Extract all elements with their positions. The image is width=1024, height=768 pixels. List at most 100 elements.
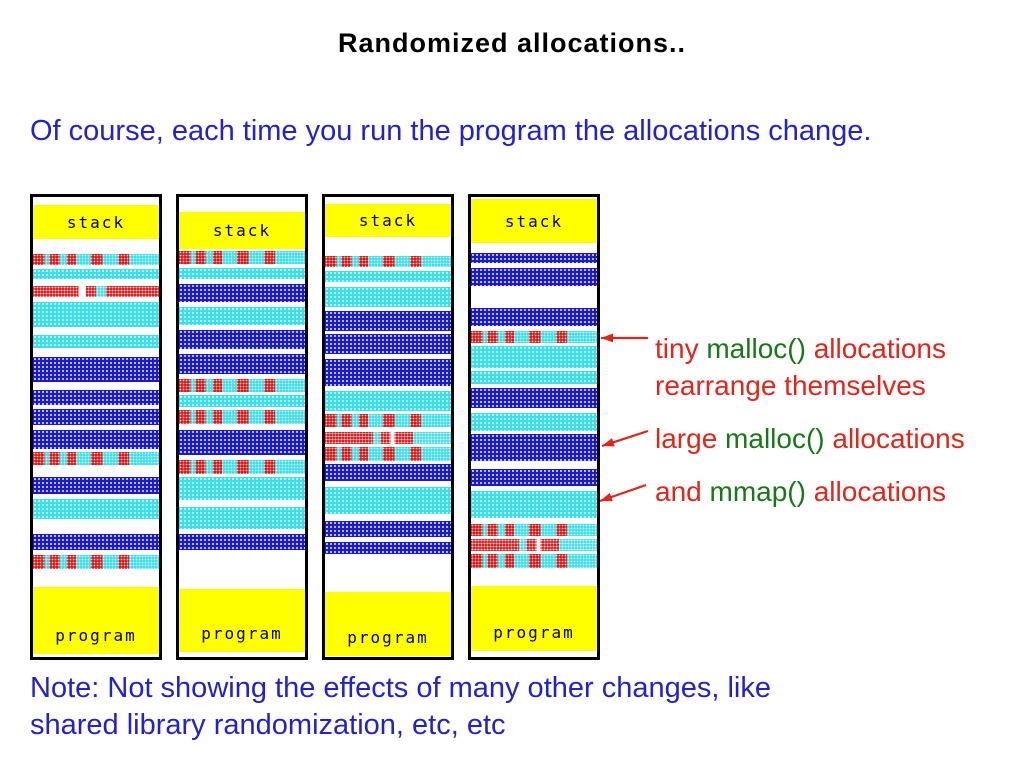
footnote-line2: shared library randomization, etc, etc: [30, 709, 506, 741]
band-tiny: [325, 447, 451, 461]
band-cyan: [471, 371, 597, 384]
band-white: [33, 405, 159, 409]
band-redcheck: [471, 539, 597, 551]
annotation-arrows: [599, 333, 649, 503]
band-blue: [179, 284, 305, 302]
band-blue: [471, 388, 597, 408]
band-white: [179, 279, 305, 284]
band-blue: [179, 534, 305, 550]
band-program: program: [179, 589, 305, 652]
annotation-text: allocations: [805, 476, 947, 507]
band-blue: [179, 354, 305, 374]
band-white: [325, 444, 451, 447]
program-label: program: [347, 628, 429, 647]
band-tiny: [33, 555, 159, 569]
band-white: [471, 536, 597, 539]
band-blue: [325, 464, 451, 481]
stack-label: stack: [66, 212, 126, 232]
stack-label: stack: [358, 211, 418, 230]
annotation-line: and mmap() allocations: [655, 473, 946, 510]
band-white: [325, 237, 451, 256]
band-white: [325, 481, 451, 487]
band-white: [325, 307, 451, 311]
band-stack: stack: [471, 199, 597, 243]
band-white: [471, 431, 597, 434]
band-tiny: [179, 460, 305, 474]
annotation-tiny-malloc: tiny malloc() allocations rearrange them…: [655, 330, 946, 404]
band-white: [471, 408, 597, 413]
band-white: [33, 519, 159, 534]
band-stack: stack: [179, 212, 305, 249]
program-label: program: [493, 623, 575, 642]
band-white: [325, 386, 451, 391]
band-cyan: [33, 302, 159, 327]
band-white: [471, 343, 597, 346]
band-tiny: [471, 524, 597, 536]
band-cyan: [179, 477, 305, 500]
band-white: [471, 286, 597, 308]
band-white: [33, 425, 159, 430]
band-blue: [471, 253, 597, 263]
band-white: [471, 384, 597, 388]
band-white: [471, 568, 597, 586]
band-white: [179, 529, 305, 534]
band-white: [325, 282, 451, 287]
band-tiny: [471, 331, 597, 343]
band-white: [325, 267, 451, 271]
band-blue: [325, 542, 451, 554]
band-white: [179, 325, 305, 330]
band-white: [33, 449, 159, 452]
memory-column: stack program: [322, 194, 454, 660]
band-white: [179, 550, 305, 589]
memory-column: stack program: [30, 194, 162, 660]
band-cyan: [179, 307, 305, 325]
band-white: [33, 382, 159, 390]
annotation-text: tiny: [655, 333, 707, 364]
band-white: [33, 348, 159, 357]
band-cyan: [179, 268, 305, 279]
band-tiny: [33, 452, 159, 465]
program-label: program: [201, 624, 283, 643]
annotation-large-malloc: large malloc() allocations: [655, 420, 965, 457]
band-stack: stack: [33, 205, 159, 239]
band-white: [179, 455, 305, 460]
band-white: [33, 550, 159, 555]
band-tiny: [325, 256, 451, 267]
band-white: [179, 264, 305, 268]
band-white: [325, 411, 451, 414]
band-blue: [325, 334, 451, 354]
band-cyan: [325, 287, 451, 307]
band-white: [471, 461, 597, 469]
band-white: [471, 263, 597, 268]
memory-column: stack program: [176, 194, 308, 660]
band-white: [471, 243, 597, 253]
band-cyan: [179, 395, 305, 407]
band-blue: [33, 390, 159, 405]
band-cyan: [179, 507, 305, 529]
band-redhatch: [33, 286, 159, 297]
band-cyan: [33, 269, 159, 279]
annotation-text: allocations: [805, 333, 947, 364]
band-cyan: [33, 335, 159, 348]
band-white: [325, 514, 451, 521]
band-white: [33, 239, 159, 254]
page-title: Randomized allocations..: [337, 28, 687, 58]
band-program: program: [33, 587, 159, 654]
band-tiny: [179, 410, 305, 424]
band-tiny: [179, 379, 305, 392]
annotation-text: and: [655, 476, 710, 507]
band-tiny: [33, 254, 159, 265]
band-white: [325, 354, 451, 359]
band-blue: [179, 330, 305, 349]
band-cyan: [325, 391, 451, 411]
memory-maps: stack program stack program stack program stac…: [30, 194, 600, 660]
band-white: [179, 652, 305, 657]
band-tiny: [179, 251, 305, 264]
band-blue: [325, 311, 451, 331]
band-white: [325, 331, 451, 334]
band-white: [33, 197, 159, 205]
band-blue: [33, 357, 159, 382]
band-white: [179, 249, 305, 251]
band-tiny: [325, 414, 451, 427]
memory-column: stack program: [468, 194, 600, 660]
